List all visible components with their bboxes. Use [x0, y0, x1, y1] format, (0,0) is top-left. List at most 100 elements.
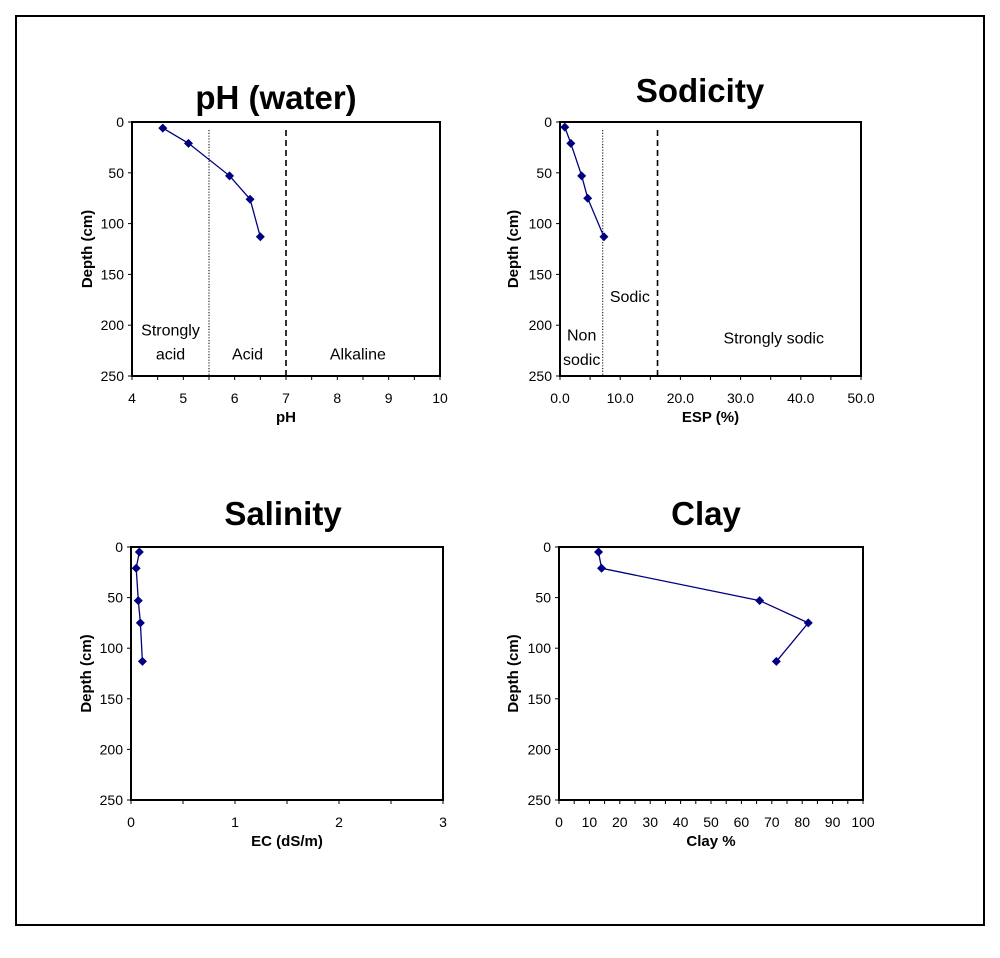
y-tick-label: 0 — [544, 114, 552, 130]
y-axis-label: Depth (cm) — [79, 210, 96, 288]
x-tick-label: 3 — [439, 814, 447, 830]
x-tick-label: 10 — [582, 814, 598, 830]
data-point — [134, 547, 144, 557]
y-tick-label: 250 — [100, 792, 124, 808]
data-point — [803, 618, 813, 628]
x-tick-label: 0.0 — [550, 390, 570, 406]
y-tick-label: 250 — [101, 368, 125, 384]
x-tick-label: 50.0 — [847, 390, 874, 406]
data-point — [771, 656, 781, 666]
zone-label: Strongly sodic — [723, 330, 824, 347]
data-point — [755, 596, 765, 606]
chart-1: Sodicity 0.0 10.0 20.0 30.0 40.0 50.0 0 50 100 150… — [505, 72, 875, 426]
x-tick-label: 50 — [703, 814, 719, 830]
zone-label: acid — [156, 347, 185, 364]
zone-label: Non — [567, 327, 596, 344]
x-tick-label: 6 — [231, 390, 239, 406]
zone-label: Acid — [232, 347, 263, 364]
x-tick-label: 1 — [231, 814, 239, 830]
x-axis-label: ESP (%) — [682, 409, 739, 426]
plot-area — [558, 546, 864, 801]
y-tick-label: 0 — [116, 114, 124, 130]
y-tick-label: 50 — [107, 590, 123, 606]
x-tick-label: 7 — [282, 390, 290, 406]
x-tick-label: 2 — [335, 814, 343, 830]
chart-title: pH (water) — [195, 79, 356, 116]
y-tick-label: 200 — [101, 317, 125, 333]
y-tick-label: 250 — [529, 368, 553, 384]
x-tick-label: 30.0 — [727, 390, 754, 406]
y-tick-label: 50 — [536, 165, 552, 181]
data-point — [225, 171, 235, 181]
y-tick-label: 150 — [101, 266, 125, 282]
y-tick-label: 150 — [529, 266, 553, 282]
x-tick-label: 20.0 — [667, 390, 694, 406]
data-point — [566, 138, 576, 148]
y-tick-label: 100 — [100, 640, 124, 656]
chart-0: pH (water)4 5 6 7 8 9 10050100150200250pHDepth… — [79, 79, 448, 426]
x-tick-label: 80 — [794, 814, 810, 830]
chart-3: Clay 0 10 20 30 40 50 60 70 80 90 100 0 50 100 150 200 25… — [505, 495, 875, 850]
zone-label: Strongly — [141, 322, 200, 339]
y-axis-label: Depth (cm) — [505, 210, 522, 288]
x-tick-label: 20 — [612, 814, 628, 830]
x-tick-label: 0 — [555, 814, 563, 830]
y-tick-label: 150 — [100, 691, 124, 707]
data-point — [158, 123, 168, 133]
data-point — [594, 547, 604, 557]
x-tick-label: 40 — [673, 814, 689, 830]
x-tick-label: 40.0 — [787, 390, 814, 406]
chart-title: Salinity — [224, 495, 342, 532]
y-tick-label: 200 — [528, 741, 552, 757]
data-point — [245, 194, 255, 204]
data-point — [183, 138, 193, 148]
x-tick-label: 8 — [333, 390, 341, 406]
zone-label: sodic — [563, 352, 600, 369]
data-point — [135, 618, 145, 628]
x-axis-label: pH — [276, 409, 296, 426]
y-tick-label: 50 — [108, 165, 124, 181]
chart-title: Sodicity — [636, 72, 765, 109]
x-axis-label: Clay % — [686, 833, 735, 850]
y-axis-label: Depth (cm) — [505, 634, 522, 712]
y-tick-label: 0 — [543, 539, 551, 555]
x-axis-label: EC (dS/m) — [251, 833, 323, 850]
data-point — [131, 563, 141, 573]
y-tick-label: 200 — [529, 317, 553, 333]
x-tick-label: 4 — [128, 390, 136, 406]
data-point — [133, 596, 143, 606]
y-tick-label: 100 — [528, 640, 552, 656]
y-axis-label: Depth (cm) — [78, 634, 95, 712]
x-tick-label: 100 — [851, 814, 875, 830]
x-tick-label: 60 — [734, 814, 750, 830]
data-point — [583, 193, 593, 203]
chart-title: Clay — [671, 495, 741, 532]
x-tick-label: 90 — [825, 814, 841, 830]
data-point — [597, 563, 607, 573]
data-point — [599, 232, 609, 242]
data-point — [137, 656, 147, 666]
y-tick-label: 200 — [100, 741, 124, 757]
y-tick-label: 150 — [528, 691, 552, 707]
x-tick-label: 70 — [764, 814, 780, 830]
y-tick-label: 100 — [529, 216, 553, 232]
data-point — [255, 232, 265, 242]
y-tick-label: 50 — [535, 590, 551, 606]
zone-label: Alkaline — [330, 347, 386, 364]
series-line — [597, 551, 810, 662]
x-tick-label: 10.0 — [607, 390, 634, 406]
x-tick-label: 9 — [385, 390, 393, 406]
zone-label: Sodic — [610, 289, 650, 306]
data-point — [560, 122, 570, 132]
x-tick-label: 5 — [179, 390, 187, 406]
chart-2: Salinity 0 1 2 3 0 50 100 150 200 250 EC (dS/m) Dept… — [78, 495, 447, 850]
x-tick-label: 0 — [127, 814, 135, 830]
series-line — [162, 127, 261, 237]
figure-frame — [15, 15, 985, 926]
x-tick-label: 10 — [432, 390, 448, 406]
y-tick-label: 250 — [528, 792, 552, 808]
x-tick-label: 30 — [642, 814, 658, 830]
y-tick-label: 100 — [101, 216, 125, 232]
y-tick-label: 0 — [115, 539, 123, 555]
